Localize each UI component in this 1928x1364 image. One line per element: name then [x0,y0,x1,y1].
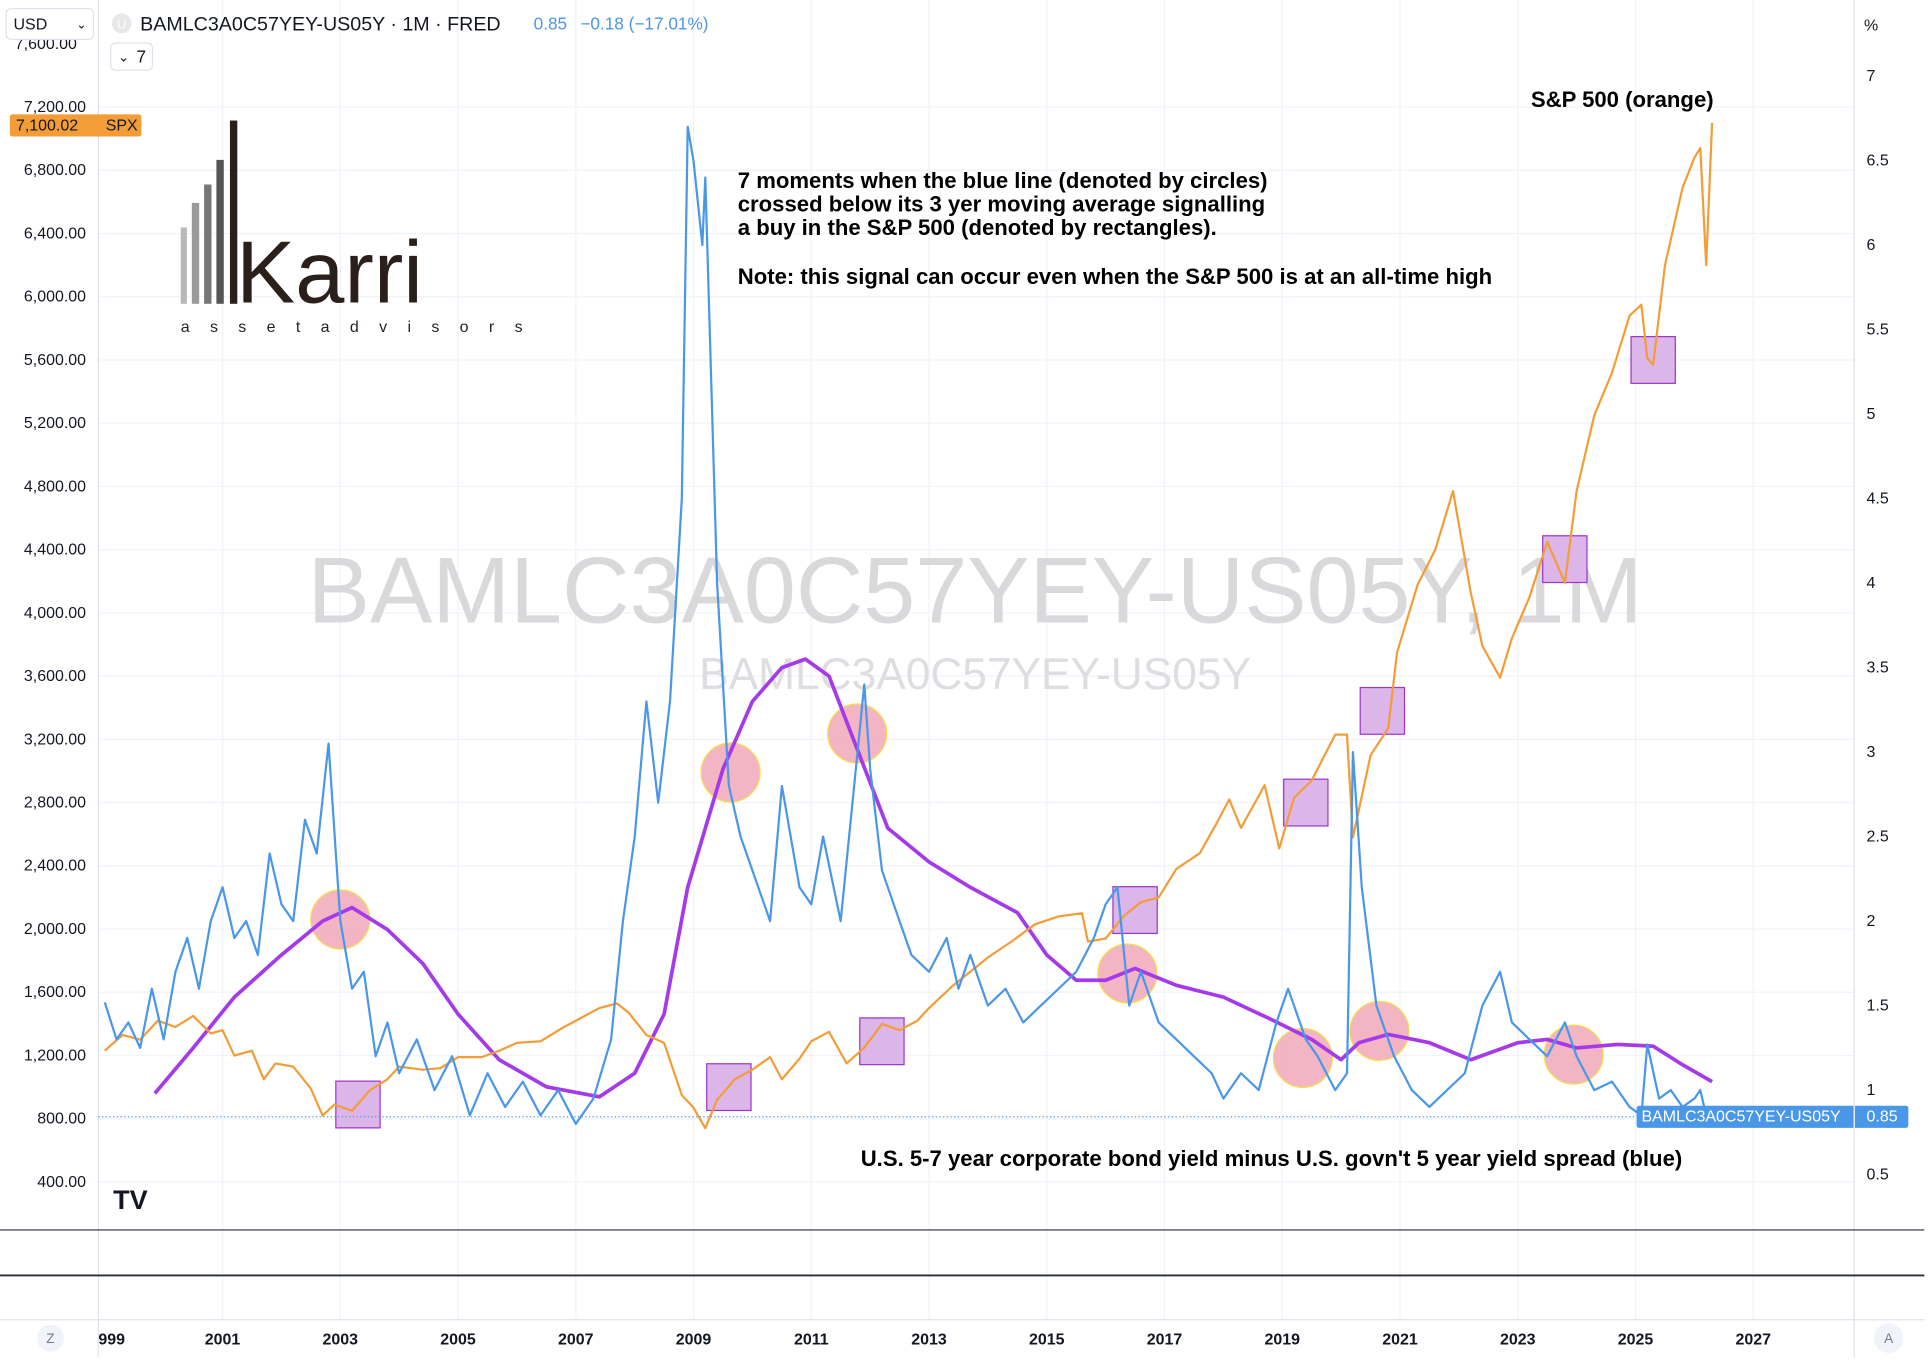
right-tick-label: 6 [1867,237,1876,254]
time-tick-label: 2003 [323,1331,359,1348]
right-tick-label: 4 [1867,575,1876,592]
currency-select[interactable] [5,7,95,40]
right-tick-label: 3.5 [1867,660,1889,677]
right-tick-label: 6.5 [1867,153,1889,170]
time-tick-label: 999 [98,1331,125,1348]
time-tick-label: 2027 [1735,1331,1771,1348]
left-tick-label: 4,400.00 [24,542,86,559]
symbol-title[interactable]: BAMLC3A0C57YEY-US05Y · 1M · FRED [140,14,500,36]
time-tick-label: 2025 [1618,1331,1654,1348]
change-value: −0.18 (−17.01%) [580,14,708,34]
left-axis[interactable]: 400.00 800.00 1,200.00 1,600.00 2,000.00 2,40… [24,99,86,1191]
right-tick-label: 7 [1867,68,1876,85]
watermark-small: BAMLC3A0C57YEY-US05Y [699,650,1251,699]
zoom-reset-button[interactable] [36,1324,64,1352]
left-tick-label: 4,800.00 [24,478,86,495]
blue-price-label: BAMLC3A0C57YEY-US05Y 0.85 [1636,1105,1909,1128]
left-tick-label: 2,000.00 [24,921,86,938]
svg-text:SPX: SPX [106,117,138,134]
chevron-down-icon: ⌄ [76,17,86,31]
right-tick-label: 4.5 [1867,491,1889,508]
buy-signal-rect [1359,686,1406,735]
left-tick-label: 800.00 [37,1111,86,1128]
tradingview-logo: TV [113,1185,148,1215]
left-tick-label: 6,000.00 [24,289,86,306]
circle-markers [310,703,1604,1089]
svg-text:BAMLC3A0C57YEY-US05Y: BAMLC3A0C57YEY-US05Y [1642,1109,1841,1126]
time-axis[interactable]: 999 2001 2003 2005 2007 2009 2011 2013 2015 2017 2… [98,1331,1771,1348]
annotation-line-1: 7 moments when the blue line (denoted by… [738,168,1268,193]
series-line-bamlc3a0c57yey-us05y [103,125,1708,1126]
header: USD ⌄ U BAMLC3A0C57YEY-US05Y · 1M · FRED… [5,7,1878,71]
right-axis-unit: % [1864,18,1878,35]
time-tick-label: 2001 [205,1331,241,1348]
currency-label: USD [14,17,48,34]
annotation-note: Note: this signal can occur even when th… [738,264,1492,289]
time-tick-label: 2023 [1500,1331,1536,1348]
auto-scale-button[interactable] [1873,1323,1904,1353]
right-tick-label: 1.5 [1867,998,1889,1015]
left-tick-label: 2,800.00 [24,795,86,812]
chevron-down-icon: ⌄ [118,49,129,64]
time-tick-label: 2021 [1382,1331,1418,1348]
time-tick-label: 2013 [911,1331,947,1348]
watermark-big: BAMLC3A0C57YEY-US05Y, 1M [308,537,1643,642]
right-tick-label: 3 [1867,744,1876,761]
left-tick-label: 5,200.00 [24,415,86,432]
logo-tagline: a s s e t a d v i s o r s [181,319,523,336]
time-tick-label: 2017 [1147,1331,1183,1348]
indicators-toggle-button[interactable] [110,42,154,71]
svg-text:7,100.02: 7,100.02 [16,117,78,134]
svg-text:0.85: 0.85 [1867,1109,1898,1126]
time-tick-label: 2019 [1265,1331,1301,1348]
series-lines [103,122,1714,1130]
time-tick-label: 2009 [676,1331,712,1348]
time-tick-label: 2011 [794,1331,829,1348]
left-tick-label: 2,400.00 [24,858,86,875]
left-tick-label: 6,400.00 [24,225,86,242]
left-tick-label: 5,600.00 [24,352,86,369]
right-axis[interactable]: 0.5 1 1.5 2 2.5 3 3.5 4 4.5 5 5.5 6 6.5 7 [1867,68,1889,1183]
cross-signal-circle [1349,1000,1410,1062]
time-tick-label: 2005 [440,1331,476,1348]
right-tick-label: 1 [1867,1082,1876,1099]
left-tick-label: 1,200.00 [24,1047,86,1064]
left-tick-label: 1,600.00 [24,984,86,1001]
left-tick-label: 6,800.00 [24,162,86,179]
auto-scale-label: A [1884,1331,1893,1346]
left-clipped-tick: 7,600.00 [15,36,77,53]
time-tick-label: 2015 [1029,1331,1065,1348]
cross-signal-circle [1272,1027,1333,1089]
right-tick-label: 2 [1867,913,1876,930]
logo-name: Karri [236,223,423,322]
right-tick-label: 2.5 [1867,829,1889,846]
svg-text:7: 7 [136,47,146,67]
annotation-line-3: a buy in the S&P 500 (denoted by rectang… [738,215,1217,240]
left-tick-label: 400.00 [37,1174,86,1191]
time-tick-label: 2007 [558,1331,594,1348]
last-value: 0.85 [534,14,567,34]
right-tick-label: 5 [1867,406,1876,423]
buy-signal-rect [859,1017,905,1066]
left-tick-label: 3,600.00 [24,668,86,685]
cross-signal-circle [1543,1024,1604,1085]
right-tick-label: 0.5 [1867,1167,1889,1184]
series-line-spx [104,122,1714,1130]
svg-text:U: U [117,17,126,31]
right-tick-label: 5.5 [1867,322,1889,339]
zoom-reset-label: Z [46,1331,54,1346]
spx-annotation: S&P 500 (orange) [1531,87,1714,112]
left-tick-label: 7,200.00 [24,99,86,116]
left-tick-label: 4,000.00 [24,605,86,622]
left-tick-label: 3,200.00 [24,731,86,748]
karri-logo: Karri a s s e t a d v i s o r s [180,120,523,336]
symbol-logo-icon [111,13,132,34]
spx-price-label: 7,100.02 SPX [9,114,142,137]
series-line-3-year-moving-average [153,657,1713,1099]
annotation-line-2: crossed below its 3 yer moving average s… [738,192,1265,217]
blue-annotation: U.S. 5-7 year corporate bond yield minus… [861,1146,1683,1171]
